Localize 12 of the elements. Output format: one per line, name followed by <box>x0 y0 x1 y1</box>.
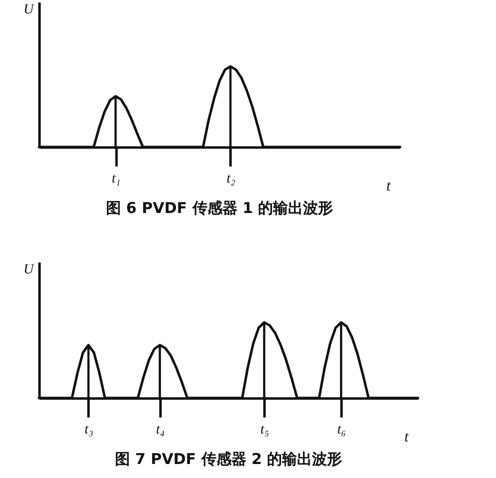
text: 图 7 PVDF 传感器 2 的输出波形 <box>114 450 342 468</box>
x-axis-title: t <box>404 430 410 446</box>
x-tick-label: t₆ <box>337 422 346 438</box>
y-axis-title: U <box>23 262 34 278</box>
y-axis-title: U <box>23 2 34 18</box>
x-tick-label: t₃ <box>84 422 94 438</box>
text: 图 6 PVDF 传感器 1 的输出波形 <box>106 199 334 217</box>
x-tick-label: t₄ <box>156 422 165 438</box>
x-tick-label: t₅ <box>260 422 270 438</box>
x-tick-label: t₁ <box>112 172 120 186</box>
x-axis-title: t <box>386 178 392 194</box>
x-tick-label: t₂ <box>226 172 236 186</box>
